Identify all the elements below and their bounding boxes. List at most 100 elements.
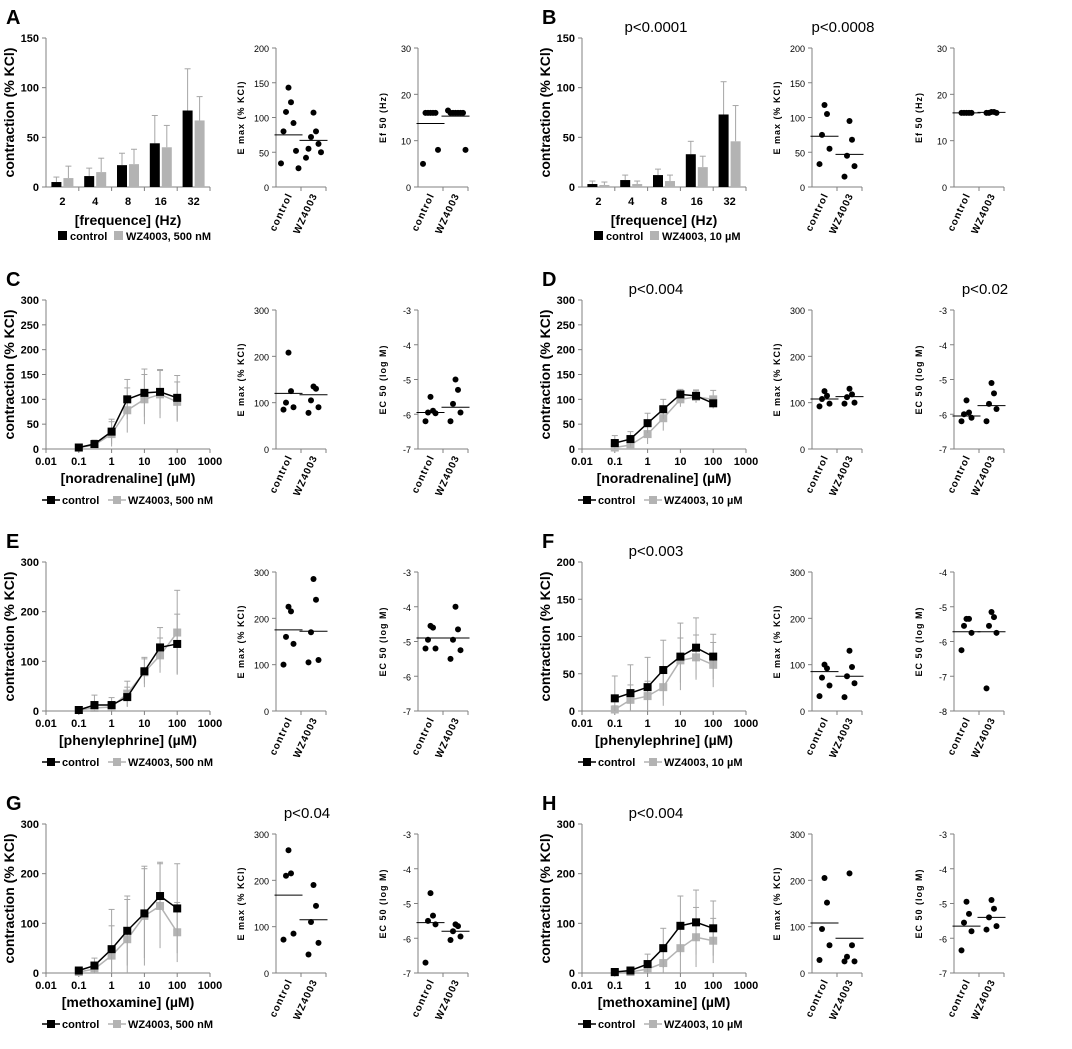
legend-label-wz4003: WZ4003, 10 µM [662, 231, 740, 243]
main-xtick-label: 100 [704, 980, 722, 992]
panel-E-scatter-emax-ytick-label: 100 [254, 661, 269, 671]
main-xtick-label: 16 [155, 196, 167, 208]
panel-C-scatter-ec50-category-label: control [410, 454, 437, 496]
main-ytick-label: 150 [557, 594, 575, 606]
main-ytick-label: 100 [557, 918, 575, 930]
main-ytick-label: 100 [21, 656, 39, 668]
panel-H-scatter-ec50-ytick-label: -4 [939, 865, 947, 875]
main-xtick-label: 2 [595, 196, 601, 208]
panel-B-scatter-ec50-category-label: control [946, 192, 973, 234]
main-ytick-label: 0 [33, 444, 39, 456]
panel-letter-H: H [542, 793, 556, 815]
main-xtick-label: 10 [674, 980, 686, 992]
bar-wz4003 [697, 167, 708, 187]
main-ytick-label: 200 [21, 869, 39, 881]
panel-E-scatter-ec50-category-label: control [410, 716, 437, 758]
panel-D-scatter-ec50-category-label: WZ4003 [970, 454, 998, 498]
main-ytick-label: 200 [557, 557, 575, 569]
main-ytick-label: 100 [21, 83, 39, 95]
panel-C-scatter-emax-ytick-label: 300 [254, 306, 269, 316]
panel-B-scatter-emax-dot [849, 136, 855, 143]
panel-E-scatter-emax-ylabel: E max (% KCl) [236, 604, 246, 678]
main-ytick-label: 0 [33, 182, 39, 194]
panel-C-scatter-ec50-dot [432, 410, 439, 417]
panel-A-scatter-ec50-dot [435, 146, 441, 153]
bar-wz4003 [599, 185, 610, 187]
point-control [156, 643, 165, 652]
panel-B-scatter-ec50-ylabel: Ef 50 (Hz) [914, 92, 924, 143]
panel-G-scatter-emax-dot [315, 939, 322, 946]
panel-B-scatter-ec50-ytick-label: 30 [937, 44, 947, 54]
main-xtick-label: 10 [138, 456, 150, 468]
point-control [107, 945, 116, 954]
panel-A-scatter-emax-dot [288, 99, 294, 106]
panel-D-scatter-emax-category-label: control [804, 454, 831, 496]
panel-F-scatter-ec50-category-label: WZ4003 [970, 716, 998, 760]
main-xlabel: [frequence] (Hz) [611, 212, 718, 228]
bar-control [653, 175, 663, 187]
panel-C-scatter-ec50-dot [427, 393, 434, 400]
point-control [610, 439, 619, 448]
panel-A-scatter-emax-dot [305, 145, 312, 152]
point-control [74, 966, 83, 975]
panel-B-scatter-emax-dot [844, 152, 850, 159]
panel-F-scatter-ec50-ytick-label: -5 [939, 603, 947, 613]
point-control [643, 683, 652, 692]
panel-E-scatter-emax-ytick-label: 300 [254, 568, 269, 578]
main-ytick-label: 0 [569, 182, 575, 194]
point-control [123, 395, 132, 404]
panel-G-scatter-emax-ytick-label: 300 [254, 830, 269, 840]
panel-G-scatter-ec50-dot [457, 933, 464, 940]
panel-E-scatter-emax-dot [280, 661, 287, 668]
panel-A-scatter-emax-category-label: WZ4003 [292, 192, 320, 236]
point-control [659, 944, 668, 953]
panel-A-scatter-emax-ytick-label: 200 [254, 44, 269, 54]
panel-A-scatter-ec50-dot [460, 109, 466, 116]
panel-F-scatter-emax-dot [846, 647, 853, 654]
panel-D-scatter-ec50-ytick-label: -7 [939, 445, 947, 455]
main-xtick-label: 1 [109, 718, 115, 730]
main-xtick-label: 1 [645, 718, 651, 730]
panel-B-main-chart: 0 50 100 150 contraction (% KCl) 2 4 8 16 32 [freq… [537, 33, 747, 243]
panel-F-scatter-ec50-dot [983, 685, 990, 692]
panel-A-scatter-emax-dot [313, 128, 319, 135]
point-control [123, 693, 132, 702]
panel-C-scatter-emax-dot [315, 404, 322, 411]
panel-letter-G: G [6, 793, 22, 815]
panel-A-scatter-ec50-category-label: WZ4003 [434, 192, 462, 236]
main-xtick-label: 0.01 [571, 456, 592, 468]
point-control [643, 960, 652, 969]
panel-C-scatter-ec50-dot [457, 409, 464, 416]
main-ytick-label: 0 [33, 706, 39, 718]
panel-B-scatter-emax-ylabel: E max (% KCl) [772, 80, 782, 154]
panel-A-scatter-emax-dot [278, 160, 284, 167]
point-control [140, 909, 149, 918]
panel-E-scatter-ec50-ytick-label: -5 [403, 638, 411, 648]
main-ytick-label: 300 [21, 295, 39, 307]
panel-A-scatter-emax-dot [308, 133, 314, 140]
panel-A-scatter-emax-dot [293, 147, 299, 154]
panel-E-scatter-emax-dot [308, 629, 314, 636]
panel-G-scatter-emax-pvalue: p<0.04 [284, 805, 330, 822]
panel-H-main-pvalue: p<0.004 [629, 805, 684, 822]
panel-D-scatter-ec50-dot [993, 406, 1000, 413]
main-xtick-label: 4 [628, 196, 635, 208]
panel-G-scatter-ec50-dot [430, 912, 436, 919]
main-ylabel: contraction (% KCl) [537, 48, 553, 178]
legend-label-control: control [62, 1019, 99, 1031]
bar-wz4003 [129, 164, 139, 187]
main-xtick-label: 100 [168, 980, 186, 992]
main-xtick-label: 0.1 [71, 718, 86, 730]
panel-letter-E: E [6, 531, 19, 553]
panel-E-scatter-ec50-ytick-label: -3 [403, 568, 411, 578]
panel-E-scatter-ec50-ylabel: EC 50 (log M) [378, 606, 388, 676]
panel-G-scatter-ec50-ytick-label: -3 [403, 830, 411, 840]
panel-B-scatter-emax-dot [851, 163, 858, 170]
legend-marker-wz4003 [650, 231, 659, 240]
panel-E-scatter-emax-dot [310, 575, 317, 582]
